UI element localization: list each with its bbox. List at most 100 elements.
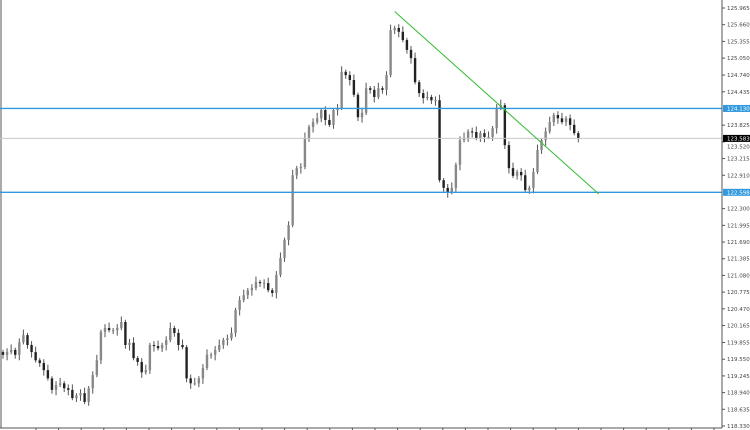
candle-body	[67, 388, 70, 390]
candle	[564, 116, 568, 126]
candle-body	[22, 335, 25, 343]
candle-body	[42, 363, 45, 371]
candle	[136, 355, 139, 366]
candle-body	[560, 118, 564, 123]
candle-body	[46, 370, 50, 379]
candle	[111, 328, 115, 335]
candle-body	[320, 110, 323, 119]
candle	[103, 324, 107, 338]
candle	[377, 82, 380, 100]
candle	[63, 381, 66, 393]
candle-body	[201, 367, 205, 379]
horizontal-lines	[0, 107, 722, 193]
candle-body	[124, 321, 127, 345]
y-tick-label: 122.300	[727, 207, 750, 213]
candle-body	[340, 71, 343, 108]
candle	[205, 349, 209, 371]
candle	[442, 177, 445, 192]
candle	[128, 338, 131, 351]
candle	[95, 354, 99, 378]
candle	[381, 86, 384, 94]
candle	[262, 279, 266, 289]
candle-body	[99, 331, 103, 361]
candle	[405, 37, 409, 54]
candle	[54, 381, 58, 396]
level-price-tag-label: 122.598	[727, 190, 750, 196]
trendline[interactable]	[394, 11, 600, 195]
candle	[507, 141, 511, 174]
candle-body	[169, 328, 172, 341]
y-tick-label: 120.775	[727, 290, 750, 296]
candle	[511, 162, 515, 178]
y-tick-label: 121.080	[727, 273, 750, 279]
y-tick-label: 125.660	[727, 23, 750, 29]
candle	[14, 347, 17, 359]
candle-body	[197, 378, 201, 384]
candle	[413, 52, 417, 85]
candle-body	[311, 122, 315, 128]
candle-body	[83, 393, 86, 402]
candle-body	[279, 257, 282, 275]
candle-body	[356, 94, 360, 118]
candle-body	[209, 354, 213, 356]
candle-body	[483, 133, 486, 137]
candle-body	[165, 340, 168, 345]
candle	[144, 364, 147, 375]
candle-body	[30, 344, 33, 353]
candle	[540, 138, 543, 154]
candle-body	[140, 361, 143, 373]
candle-body	[568, 118, 572, 125]
y-tick-label: 121.385	[727, 257, 750, 263]
candle-body	[564, 118, 568, 123]
candle-body	[377, 88, 380, 97]
candle-body	[14, 349, 17, 355]
candle-body	[360, 112, 364, 118]
candle	[242, 289, 245, 303]
candle	[446, 184, 449, 198]
current-price-tag-label: 123.583	[727, 136, 750, 142]
candle-body	[511, 168, 515, 176]
candle	[389, 24, 392, 78]
candle	[283, 237, 286, 262]
candle-body	[315, 118, 319, 123]
candle-body	[454, 164, 458, 188]
candle	[328, 114, 331, 128]
y-tick-label: 120.470	[727, 307, 750, 313]
candle-body	[344, 71, 347, 76]
candle	[340, 66, 343, 111]
candle	[99, 329, 103, 365]
y-tick-label: 119.550	[727, 357, 750, 363]
candle	[352, 74, 356, 97]
candle-body	[262, 283, 266, 285]
candle-body	[417, 82, 421, 94]
y-tick-label: 120.165	[727, 324, 750, 330]
candle-body	[173, 328, 176, 333]
candle	[160, 342, 164, 353]
candle	[46, 364, 50, 381]
candle	[360, 109, 364, 123]
price-axis: 125.965 125.660 125.355 125.050 124.740 124.4…	[722, 6, 750, 430]
candle	[434, 96, 437, 106]
candle-body	[95, 360, 99, 376]
candle	[519, 168, 523, 181]
candle	[250, 284, 254, 296]
candle	[295, 165, 298, 180]
candle-body	[552, 115, 555, 123]
candle	[91, 371, 94, 394]
candle	[18, 338, 21, 361]
candle	[299, 163, 303, 174]
candle-body	[213, 349, 217, 355]
candle-body	[332, 110, 335, 125]
candle	[185, 344, 188, 383]
candle	[275, 271, 278, 299]
candle-body	[103, 328, 107, 332]
candle-body	[226, 338, 229, 341]
candle-body	[299, 167, 303, 169]
candle	[67, 384, 70, 396]
candle-body	[442, 180, 445, 188]
candle	[209, 352, 213, 359]
candle-body	[491, 128, 494, 137]
candle	[71, 384, 74, 401]
candle-body	[234, 309, 237, 333]
candle-body	[1, 352, 5, 355]
